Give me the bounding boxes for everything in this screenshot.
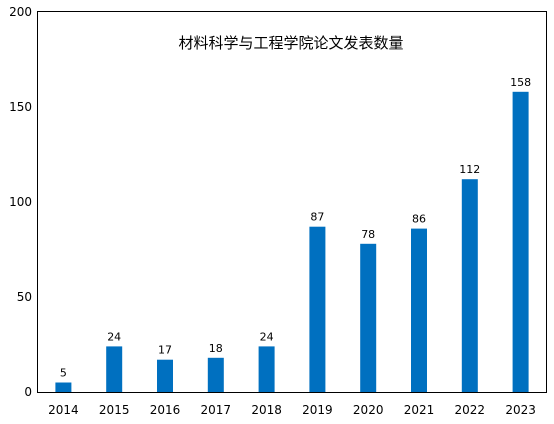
- bar-2014: [55, 382, 72, 392]
- bar-2021: [411, 228, 427, 392]
- y-axis: 0 50 100 150 200: [9, 5, 32, 399]
- y-tick-label: 200: [9, 5, 32, 19]
- data-label-2017: 18: [209, 342, 223, 355]
- bars: [55, 91, 529, 393]
- x-tick-label-2017: 2017: [201, 403, 232, 417]
- bar-2020: [360, 243, 377, 392]
- x-tick-label-2014: 2014: [48, 403, 79, 417]
- data-label-2023: 158: [510, 76, 531, 89]
- x-tick-label-2015: 2015: [99, 403, 130, 417]
- bar-2022: [461, 179, 478, 392]
- x-tick-label-2022: 2022: [455, 403, 486, 417]
- data-label-2020: 78: [361, 228, 375, 241]
- bar-2023: [512, 91, 529, 393]
- y-tick-label: 0: [24, 385, 32, 399]
- data-label-2018: 24: [260, 330, 274, 343]
- bar-2019: [309, 226, 326, 392]
- data-label-2016: 17: [158, 344, 172, 357]
- data-label-2019: 87: [310, 211, 324, 224]
- x-tick-label-2019: 2019: [302, 403, 333, 417]
- bar-2016: [157, 359, 173, 392]
- data-labels: 5 24 17 18 24 87 78 86 112 158: [60, 76, 531, 380]
- bar-2015: [106, 346, 123, 392]
- data-label-2022: 112: [459, 163, 480, 176]
- x-tick-label-2016: 2016: [150, 403, 181, 417]
- y-tick-label: 100: [9, 195, 32, 209]
- bar-2017: [207, 357, 224, 392]
- x-axis: 2014 2015 2016 2017 2018 2019 2020 2021 2022 2023: [48, 403, 536, 417]
- data-label-2021: 86: [412, 213, 426, 226]
- y-tick-label: 150: [9, 100, 32, 114]
- chart-title: 材料科学与工程学院论文发表数量: [178, 34, 403, 52]
- x-tick-label-2023: 2023: [505, 403, 536, 417]
- x-tick-label-2020: 2020: [353, 403, 384, 417]
- x-tick-label-2021: 2021: [404, 403, 435, 417]
- bar-2018: [258, 346, 275, 392]
- data-label-2015: 24: [107, 330, 121, 343]
- x-tick-label-2018: 2018: [251, 403, 282, 417]
- plot-frame: [37, 11, 547, 393]
- data-label-2014: 5: [60, 367, 67, 380]
- y-tick-label: 50: [17, 290, 32, 304]
